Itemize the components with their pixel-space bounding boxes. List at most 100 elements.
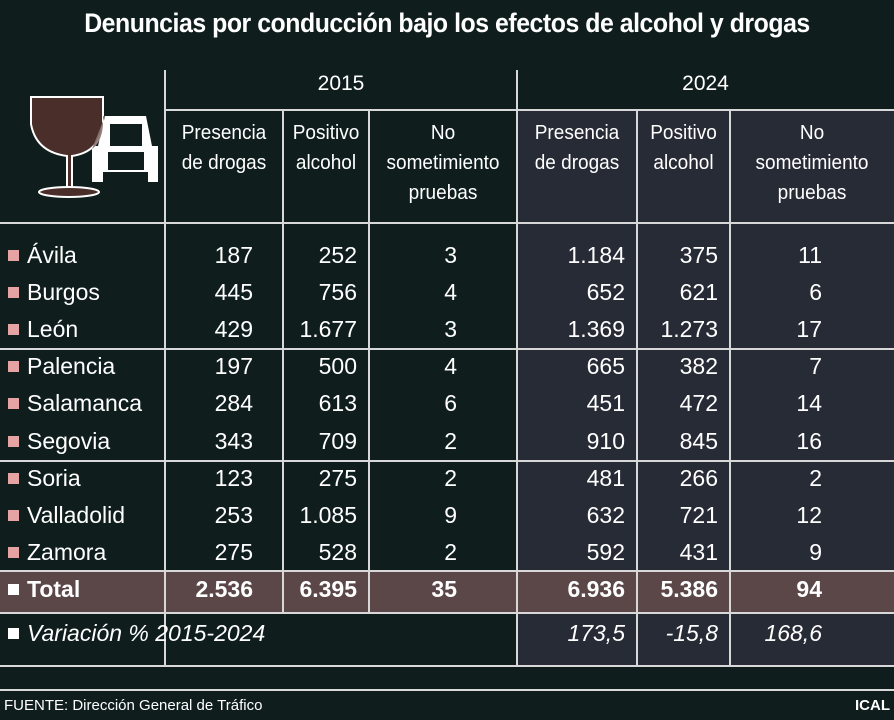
divider-horizontal (0, 348, 894, 350)
table-cell: 9 (444, 501, 457, 528)
divider-vertical (516, 70, 518, 665)
total-row-background (0, 571, 894, 612)
year-header: 2015 (317, 72, 365, 95)
row-name: Salamanca (27, 390, 143, 417)
table-cell: 94 (796, 576, 822, 602)
row-name: Palencia (27, 353, 116, 380)
divider-vertical (164, 70, 166, 665)
square-bullet-icon (8, 361, 19, 373)
table-cell: 472 (679, 390, 718, 417)
table-cell: 665 (586, 353, 625, 380)
table-cell: 2 (444, 427, 457, 454)
divider-horizontal (0, 222, 894, 224)
table-cell: 35 (431, 576, 457, 602)
divider-vertical (282, 110, 284, 612)
row-label: Zamora (8, 539, 106, 566)
table-cell: 613 (318, 390, 357, 417)
table-cell: 168,6 (764, 620, 822, 646)
wine-glass-and-car-icon (30, 96, 158, 198)
table-cell: 3 (444, 242, 457, 268)
table-cell: 632 (586, 501, 625, 528)
source-note: FUENTE: Dirección General de Tráfico (4, 697, 263, 714)
table-cell: 197 (214, 353, 253, 380)
row-label: Burgos (8, 279, 100, 306)
table-cell: 6.936 (567, 576, 625, 602)
column-header: Positivo alcohol (650, 122, 717, 174)
table-cell: 6 (809, 279, 822, 306)
table-cell: 11 (798, 242, 822, 268)
table-cell: 431 (679, 538, 718, 565)
row-name: Valladolid (27, 501, 126, 528)
table-cell: 451 (586, 390, 625, 417)
row-name: Variación % 2015-2024 (27, 620, 266, 646)
table-cell: 709 (318, 427, 357, 454)
year-header: 2024 (682, 72, 729, 95)
table-row: Salamanca 284 613 6 451 472 14 (0, 386, 894, 423)
column-header: Positivo alcohol (292, 122, 360, 174)
table-cell: 652 (586, 279, 625, 306)
square-bullet-icon (8, 546, 19, 558)
table-cell: 252 (318, 242, 357, 268)
page-title: Denuncias por conducción bajo los efecto… (84, 8, 810, 38)
row-label: Variación % 2015-2024 (8, 620, 265, 647)
table-cell: 429 (214, 316, 253, 343)
row-label: Palencia (8, 353, 115, 380)
table-cell: 1.677 (299, 316, 357, 343)
table-cell: 275 (318, 464, 357, 491)
table-cell: 382 (679, 353, 718, 380)
square-bullet-icon (8, 584, 19, 595)
square-bullet-icon (8, 398, 19, 410)
table-cell: 845 (679, 427, 718, 454)
table-cell: 3 (444, 316, 457, 343)
table-cell: 528 (318, 538, 357, 565)
divider-vertical (636, 110, 638, 665)
divider-horizontal (0, 665, 894, 667)
table-row: Variación % 2015-2024 173,5 -15,8 168,6 (0, 616, 894, 653)
row-label: Segovia (8, 428, 110, 455)
table-cell: 1.273 (660, 316, 718, 343)
table-cell: 5.386 (660, 576, 718, 602)
row-label: Total (8, 576, 80, 603)
table-cell: 187 (214, 242, 253, 268)
divider-horizontal (165, 109, 894, 111)
row-label: Valladolid (8, 502, 125, 529)
row-name: Ávila (27, 242, 77, 268)
square-bullet-icon (8, 287, 19, 299)
row-name: Total (27, 576, 81, 602)
table-row: Ávila 187 252 3 1.184 375 11 (0, 238, 894, 275)
table-row: Palencia 197 500 4 665 382 7 (0, 349, 894, 386)
table-cell: 284 (214, 390, 253, 417)
row-name: León (27, 316, 79, 343)
table-cell: 16 (796, 427, 822, 454)
table-cell: 621 (679, 279, 718, 306)
table-cell: 12 (796, 501, 822, 528)
table-cell: 17 (796, 316, 822, 343)
table-cell: 9 (809, 538, 822, 565)
row-label: Salamanca (8, 390, 142, 417)
table-cell: 275 (214, 538, 253, 565)
square-bullet-icon (8, 250, 19, 261)
table-cell: 14 (796, 390, 822, 417)
table-cell: 253 (214, 501, 253, 528)
table-cell: 1.369 (567, 316, 625, 343)
square-bullet-icon (8, 435, 19, 447)
table-cell: 445 (214, 279, 253, 306)
column-header: Presencia de drogas (534, 122, 620, 174)
table-cell: 266 (679, 464, 718, 491)
table-cell: 481 (586, 464, 625, 491)
square-bullet-icon (8, 628, 19, 639)
square-bullet-icon (8, 324, 19, 336)
table-cell: 1.085 (299, 501, 357, 528)
table-cell: 375 (679, 242, 718, 268)
table-cell: 343 (214, 427, 253, 454)
table-cell: 721 (679, 501, 718, 528)
divider-horizontal (0, 570, 894, 572)
table-cell: 756 (318, 279, 357, 306)
divider-horizontal (0, 612, 894, 614)
table-cell: 2 (809, 464, 822, 491)
row-name: Burgos (27, 279, 100, 306)
table-row: Burgos 445 756 4 652 621 6 (0, 275, 894, 312)
row-name: Zamora (27, 538, 107, 565)
square-bullet-icon (8, 509, 19, 521)
row-name: Segovia (27, 427, 111, 454)
